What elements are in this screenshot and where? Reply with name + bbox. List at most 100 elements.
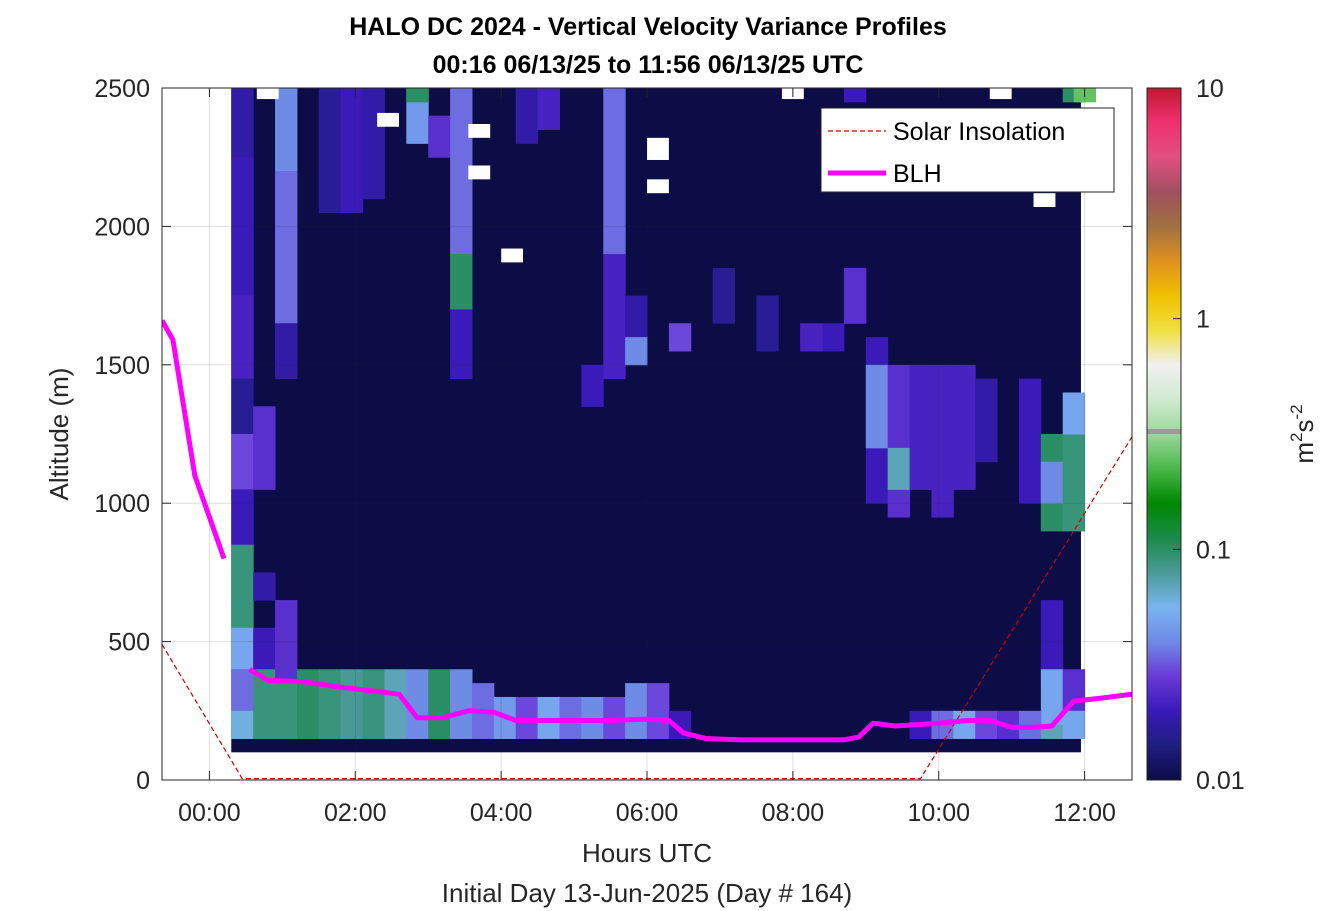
heatmap-missing-cell bbox=[647, 179, 669, 194]
heatmap-cell bbox=[231, 157, 254, 297]
heatmap-missing-cell bbox=[501, 248, 524, 263]
colorbar: 10 1 0.1 0.01 m2s-2 bbox=[1146, 75, 1319, 795]
heatmap-cell bbox=[1040, 461, 1064, 504]
heatmap-cell bbox=[887, 364, 911, 518]
y-tick-label: 0 bbox=[136, 767, 150, 795]
y-tick-label: 1000 bbox=[94, 490, 150, 518]
solar-insolation-line bbox=[162, 436, 1132, 780]
legend-blh-label: BLH bbox=[893, 160, 942, 188]
heatmap-missing-cell bbox=[468, 123, 491, 138]
colorbar-label: m2s-2 bbox=[1287, 404, 1319, 463]
legend: Solar Insolation BLH bbox=[820, 107, 1115, 193]
x-tick-label: 02:00 bbox=[324, 799, 387, 827]
heatmap-cell bbox=[975, 378, 998, 463]
x-tick-label: 08:00 bbox=[762, 799, 825, 827]
series-layer bbox=[162, 319, 1132, 780]
heatmap-cell bbox=[275, 171, 298, 324]
x-axis-ticks: 00:00 02:00 04:00 06:00 08:00 10:00 12:00 bbox=[178, 88, 1116, 827]
colorbar-label-base: m bbox=[1289, 442, 1319, 464]
heatmap-missing-cell bbox=[1033, 193, 1056, 208]
heatmap-missing-cell bbox=[989, 88, 1012, 100]
heatmap-cell bbox=[515, 696, 539, 739]
colorbar-frame bbox=[1146, 87, 1182, 781]
heatmap-cell bbox=[253, 406, 276, 490]
y-tick-label: 2500 bbox=[94, 75, 150, 103]
heatmap-cell bbox=[450, 254, 473, 310]
heatmap-cell bbox=[887, 447, 911, 490]
heatmap-cell bbox=[318, 669, 342, 739]
heatmap-cell bbox=[1018, 378, 1042, 504]
y-tick-label: 1500 bbox=[94, 352, 150, 380]
blh-line-segment-1 bbox=[162, 319, 227, 560]
colorbar-ticks: 10 1 0.1 0.01 bbox=[1173, 75, 1245, 795]
heatmap-cell bbox=[231, 489, 254, 546]
heatmap-cell bbox=[603, 88, 626, 255]
heatmap-cell bbox=[340, 88, 364, 214]
x-tick-label: 06:00 bbox=[616, 799, 679, 827]
heatmap-cell bbox=[843, 267, 867, 324]
colorbar-tick-label: 10 bbox=[1196, 75, 1224, 103]
heatmap-cell bbox=[428, 669, 451, 739]
heatmap-cell bbox=[406, 669, 429, 739]
heatmap-cell bbox=[296, 669, 320, 739]
heatmap-cell bbox=[231, 669, 254, 712]
heatmap-cell bbox=[253, 572, 276, 601]
colorbar-label-mid: s bbox=[1289, 419, 1319, 432]
heatmap-missing-cell bbox=[468, 165, 491, 180]
heatmap-cell bbox=[384, 669, 407, 739]
heatmap-cell bbox=[406, 88, 429, 103]
heatmap-cell bbox=[647, 683, 670, 739]
chart-title: HALO DC 2024 - Vertical Velocity Varianc… bbox=[349, 13, 947, 41]
y-tick-label: 2000 bbox=[94, 213, 150, 241]
heatmap-cell bbox=[450, 88, 473, 255]
heatmap-cell bbox=[800, 323, 823, 352]
heatmap-cell bbox=[712, 267, 736, 324]
heatmap-cell bbox=[581, 364, 604, 407]
heatmap-cell bbox=[450, 309, 473, 380]
heatmap-cell bbox=[1062, 392, 1086, 435]
heatmap-cell bbox=[275, 600, 298, 684]
heatmap-cell bbox=[515, 88, 539, 144]
heatmap-cell bbox=[909, 364, 932, 490]
heatmap-cell bbox=[625, 337, 648, 366]
heatmap-cell bbox=[231, 378, 254, 435]
heatmap-cell bbox=[756, 295, 779, 352]
heatmap-cell bbox=[931, 364, 954, 518]
heatmap-cell bbox=[275, 88, 298, 172]
heatmap-cell bbox=[1062, 710, 1086, 739]
x-tick-label: 04:00 bbox=[470, 799, 533, 827]
heatmap-cell bbox=[231, 295, 254, 380]
blh-line-segment-2 bbox=[248, 667, 1132, 743]
colorbar-label-sup1: 2 bbox=[1287, 432, 1306, 441]
heatmap-cell bbox=[231, 434, 254, 490]
heatmap-cell bbox=[231, 88, 254, 158]
x-tick-label: 12:00 bbox=[1053, 799, 1116, 827]
heatmap-cell bbox=[253, 627, 276, 670]
y-tick-label: 500 bbox=[108, 629, 150, 657]
heatmap-cell bbox=[953, 364, 976, 490]
heatmap-cell bbox=[537, 696, 560, 739]
y-axis-ticks: 0 500 1000 1500 2000 2500 bbox=[94, 75, 1132, 795]
heatmap-cell bbox=[1018, 710, 1042, 739]
heatmap-cell bbox=[231, 710, 254, 739]
x-tick-label: 00:00 bbox=[178, 799, 241, 827]
legend-solar-label: Solar Insolation bbox=[893, 118, 1065, 146]
heatmap-cell bbox=[231, 544, 254, 629]
heatmap-cell bbox=[953, 710, 976, 739]
heatmap-cell bbox=[975, 710, 998, 739]
heatmap-cell bbox=[537, 88, 560, 131]
heatmap-cell bbox=[843, 88, 867, 103]
chart-subtitle: 00:16 06/13/25 to 11:56 06/13/25 UTC bbox=[433, 51, 864, 79]
colorbar-marker bbox=[1147, 429, 1181, 434]
heatmap-cell bbox=[581, 696, 604, 739]
colorbar-tick-label: 0.1 bbox=[1196, 536, 1231, 564]
colorbar-tick-label: 0.01 bbox=[1196, 767, 1245, 795]
legend-box bbox=[820, 107, 1115, 193]
heatmap-cell bbox=[318, 88, 342, 214]
heatmap-cell bbox=[428, 115, 451, 158]
heatmap-missing-cell bbox=[377, 112, 400, 127]
heatmap-cell bbox=[362, 88, 385, 200]
x-tick-label: 10:00 bbox=[907, 799, 970, 827]
heatmap-cell bbox=[603, 254, 626, 380]
